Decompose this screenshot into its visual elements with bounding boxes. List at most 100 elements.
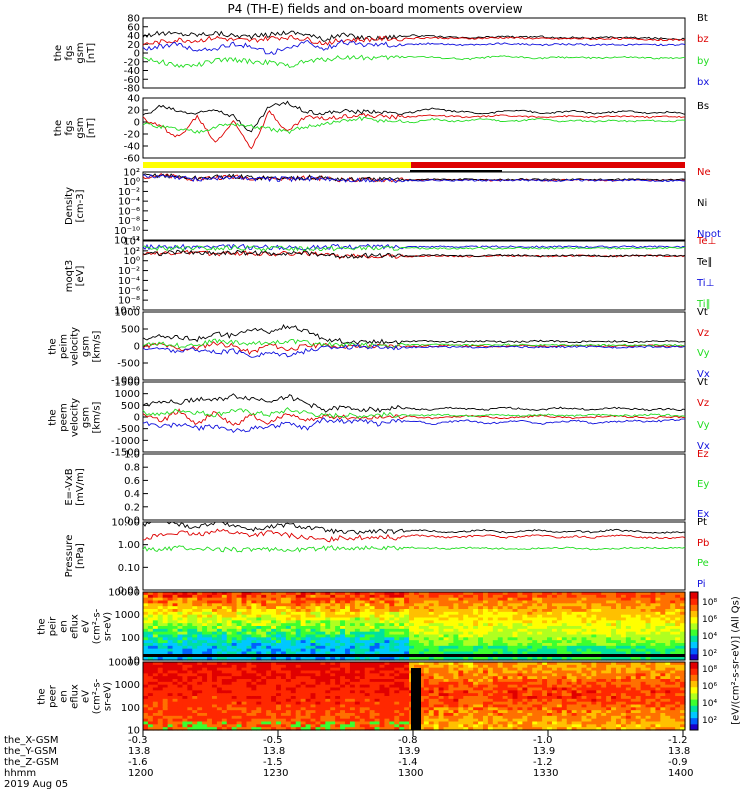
- spec-cell: [566, 628, 573, 633]
- spec-cell: [221, 676, 228, 680]
- spec-cell: [423, 620, 430, 624]
- spec-cell: [463, 637, 469, 641]
- spec-cell: [192, 597, 198, 602]
- spec-cell: [177, 693, 184, 697]
- spec-cell: [532, 684, 538, 689]
- spec-cell: [487, 648, 494, 653]
- spec-cell: [276, 614, 282, 619]
- y-tick-label: 10⁻²: [118, 187, 140, 198]
- spec-cell: [512, 651, 519, 655]
- spec-cell: [502, 620, 509, 624]
- spec-cell: [152, 684, 159, 689]
- y-tick-label: 40: [127, 31, 140, 42]
- spec-cell: [256, 693, 262, 697]
- spec-cell: [330, 592, 336, 596]
- spec-cell: [497, 667, 504, 672]
- spec-cell: [394, 724, 400, 728]
- spec-cell: [305, 606, 312, 610]
- spec-cell: [453, 643, 459, 647]
- spec-cell: [276, 628, 282, 633]
- spec-cell: [527, 603, 533, 607]
- spec-cell: [349, 651, 356, 655]
- spec-cell: [482, 617, 489, 621]
- spec-cell: [399, 662, 405, 666]
- spec-cell: [379, 603, 386, 607]
- spec-cell: [665, 592, 671, 596]
- spec-cell: [448, 620, 455, 624]
- spec-cell: [680, 628, 686, 633]
- spec-cell: [349, 710, 356, 714]
- spec-cell: [394, 643, 400, 647]
- spec-cell: [310, 721, 317, 725]
- spec-cell: [532, 614, 538, 619]
- series-line-green: [142, 245, 685, 252]
- spec-cell: [276, 687, 282, 691]
- spec-cell: [468, 640, 474, 644]
- spec-cell: [359, 673, 366, 677]
- spec-cell: [596, 603, 602, 607]
- spec-cell: [428, 597, 435, 602]
- spec-cell: [502, 592, 509, 596]
- spec-cell: [655, 620, 661, 624]
- spec-cell: [266, 727, 272, 731]
- spec-cell: [640, 631, 647, 636]
- spec-cell: [458, 662, 464, 666]
- spec-cell: [532, 715, 538, 720]
- spec-cell: [325, 687, 331, 691]
- spec-cell: [547, 611, 553, 616]
- spec-cell: [177, 701, 184, 706]
- spec-cell: [414, 600, 420, 604]
- spec-cell: [325, 676, 331, 680]
- spec-cell: [492, 721, 499, 725]
- spec-cell: [399, 611, 405, 616]
- spec-cell: [482, 718, 489, 723]
- spec-cell: [310, 698, 317, 703]
- spec-cell: [547, 710, 553, 714]
- spec-cell: [187, 684, 193, 689]
- spec-cell: [389, 651, 395, 655]
- spec-cell: [177, 707, 184, 711]
- spec-cell: [320, 687, 326, 691]
- spec-cell: [517, 603, 523, 607]
- spec-cell: [650, 614, 657, 619]
- spec-cell: [167, 617, 174, 621]
- spec-cell: [389, 681, 395, 686]
- spec-cell: [290, 673, 297, 677]
- spec-cell: [182, 724, 188, 728]
- spec-cell: [566, 684, 573, 689]
- spec-cell: [556, 718, 563, 723]
- spec-cell: [364, 643, 371, 647]
- spec-cell: [147, 611, 154, 616]
- spec-cell: [251, 645, 257, 650]
- spec-cell: [236, 594, 243, 599]
- spec-cell: [182, 614, 188, 619]
- spec-cell: [665, 611, 671, 616]
- spec-cell: [571, 623, 578, 627]
- spec-cell: [404, 614, 410, 619]
- spec-cell: [423, 664, 430, 669]
- spec-cell: [537, 701, 543, 706]
- spec-cell: [566, 679, 573, 683]
- spec-cell: [409, 651, 415, 655]
- spec-cell: [162, 592, 169, 596]
- spec-cell: [379, 687, 386, 691]
- spec-cell: [345, 727, 351, 731]
- spec-cell: [143, 594, 149, 599]
- spec-cell: [162, 645, 169, 650]
- spec-cell: [310, 715, 317, 720]
- spec-cell: [285, 707, 292, 711]
- spec-cell: [241, 690, 248, 694]
- spec-cell: [211, 696, 218, 700]
- spec-cell: [310, 679, 317, 683]
- spec-cell: [207, 645, 213, 650]
- spec-cell: [581, 693, 588, 697]
- spec-cell: [266, 673, 272, 677]
- spec-cell: [374, 628, 381, 633]
- spec-cell: [458, 626, 464, 630]
- spec-cell: [438, 676, 445, 680]
- spec-cell: [473, 606, 479, 610]
- spec-cell: [611, 609, 617, 613]
- spec-cell: [167, 698, 174, 703]
- spec-cell: [547, 657, 553, 661]
- spec-cell: [537, 628, 543, 633]
